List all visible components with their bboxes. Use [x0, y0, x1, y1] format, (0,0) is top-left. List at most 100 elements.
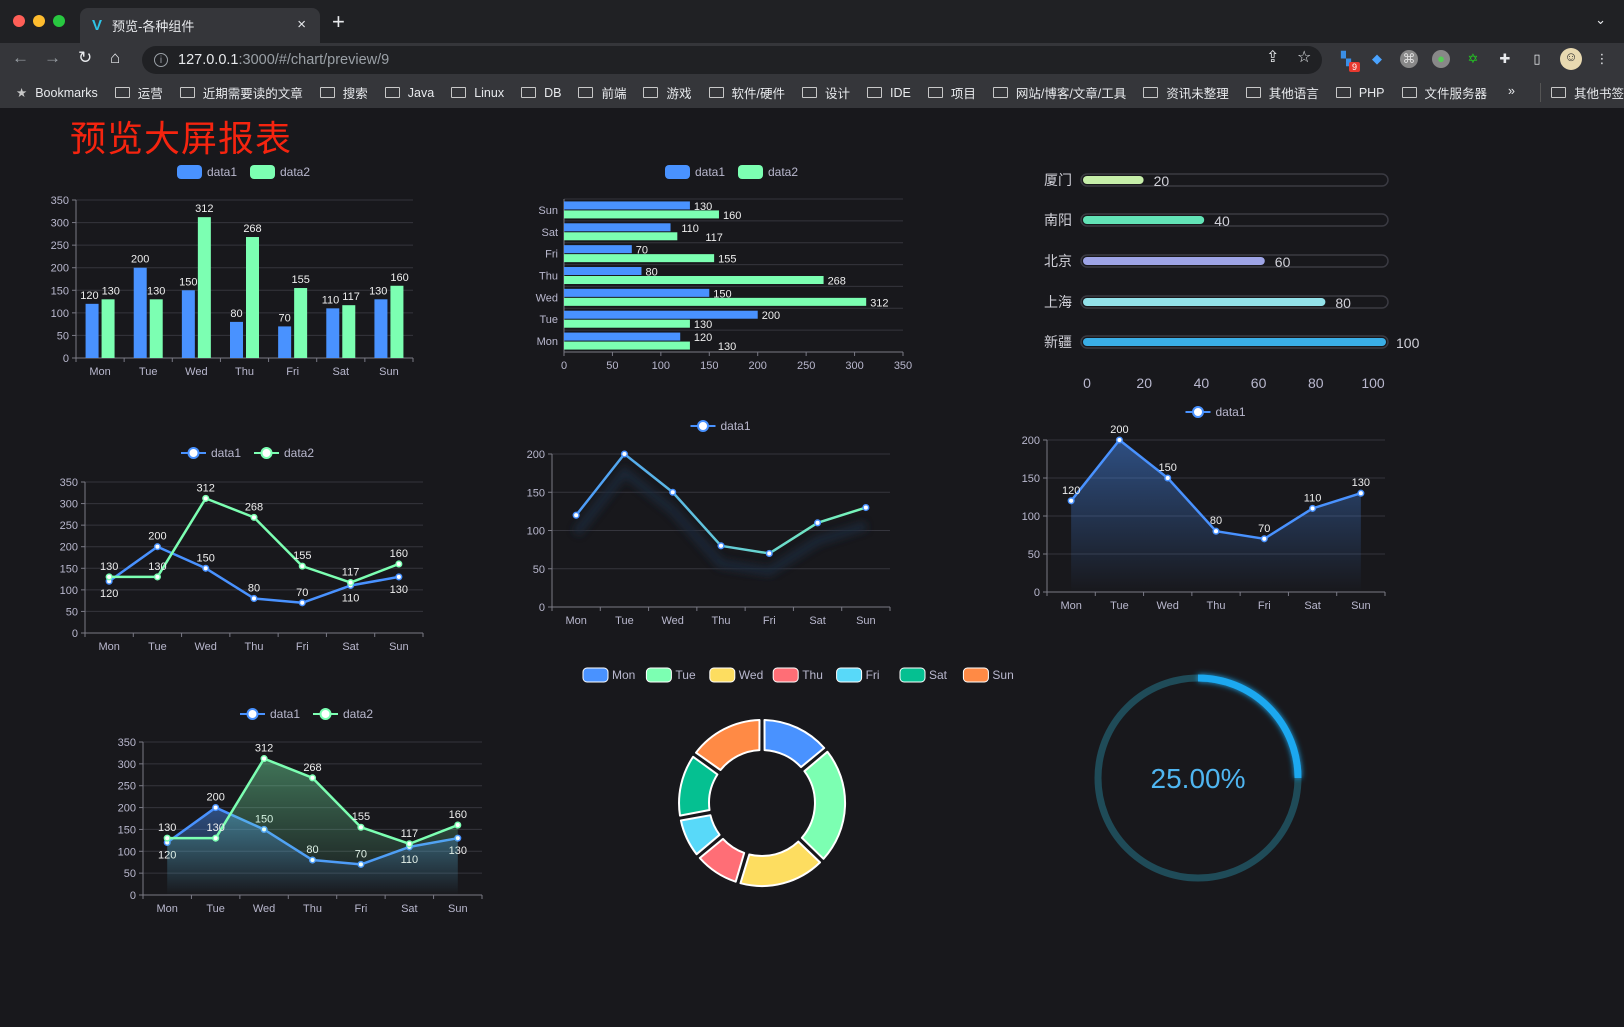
- legend-item-Sun[interactable]: Sun: [962, 667, 1014, 683]
- legend-swatch-icon: [645, 667, 672, 683]
- legend-item-data1[interactable]: data1: [181, 446, 241, 460]
- more-bookmarks-button[interactable]: »: [1508, 84, 1515, 98]
- bookmark-folder[interactable]: DB: [521, 83, 561, 102]
- bookmark-folder[interactable]: Java: [384, 83, 434, 102]
- donut-slice-Wed[interactable]: [739, 840, 821, 888]
- bookmark-folder[interactable]: 搜索: [319, 83, 368, 102]
- extension-star-icon[interactable]: ✡: [1467, 51, 1479, 66]
- progress-value-label: 60: [1275, 254, 1291, 270]
- side-panel-icon[interactable]: ▯: [1533, 51, 1541, 66]
- legend-item-data2[interactable]: data2: [738, 165, 798, 179]
- profile-avatar[interactable]: ☺: [1560, 48, 1582, 70]
- point-value-label: 200: [148, 531, 166, 543]
- donut-slice-Sat[interactable]: [678, 755, 719, 817]
- legend-item-Sat[interactable]: Sat: [899, 667, 948, 683]
- back-arrow-icon[interactable]: ←: [12, 48, 29, 67]
- bookmark-folder[interactable]: 项目: [927, 83, 976, 102]
- legend-swatch-icon: [665, 165, 690, 179]
- y-tick-label: 150: [51, 285, 69, 297]
- bar-value-label: 200: [762, 310, 780, 322]
- forward-arrow-icon[interactable]: →: [44, 48, 61, 67]
- home-icon[interactable]: ⌂: [110, 48, 121, 67]
- legend-marker-icon: [187, 447, 200, 459]
- bookmark-folder[interactable]: 游戏: [643, 83, 692, 102]
- legend-item-data2[interactable]: data2: [250, 165, 310, 179]
- donut-slice-Tue[interactable]: [800, 750, 847, 860]
- other-bookmarks-folder[interactable]: 其他书签: [1540, 83, 1624, 102]
- bookmark-folder[interactable]: 文件服务器: [1401, 83, 1487, 102]
- legend-item-Wed[interactable]: Wed: [709, 667, 763, 683]
- donut-slice-Fri[interactable]: [679, 814, 721, 856]
- bar-value-label: 268: [828, 276, 846, 288]
- bookmarks-button[interactable]: ★ Bookmarks: [16, 85, 98, 101]
- bookmark-star-icon[interactable]: ☆: [1297, 49, 1312, 66]
- bookmark-folder[interactable]: PHP: [1335, 83, 1385, 102]
- extension-diamond-icon[interactable]: ◆: [1372, 51, 1382, 66]
- extension-badge: 9: [1349, 62, 1361, 72]
- y-tick-label: 0: [63, 353, 69, 365]
- bookmark-folder[interactable]: 运营: [114, 83, 163, 102]
- bookmark-label: 项目: [950, 87, 976, 101]
- legend-label: Mon: [612, 668, 635, 682]
- x-tick-label: Sun: [1351, 600, 1371, 612]
- y-tick-label: 200: [51, 263, 69, 275]
- bookmark-folder[interactable]: 近期需要读的文章: [179, 83, 303, 102]
- legend-item-data1[interactable]: data1: [665, 165, 725, 179]
- reload-icon[interactable]: ↻: [78, 48, 93, 67]
- donut-slice-Thu[interactable]: [698, 837, 746, 883]
- address-bar[interactable]: i 127.0.0.1:3000/#/chart/preview/9: [142, 46, 1322, 74]
- site-info-icon[interactable]: i: [154, 53, 168, 67]
- bookmark-folder[interactable]: Linux: [451, 83, 504, 102]
- tab-search-chevron-icon[interactable]: ⌄: [1595, 12, 1606, 27]
- legend-item-Tue[interactable]: Tue: [645, 667, 696, 683]
- donut-slice-Mon[interactable]: [763, 719, 826, 769]
- bookmark-folder[interactable]: 软件/硬件: [708, 83, 785, 102]
- new-tab-button[interactable]: +: [332, 9, 345, 34]
- extension-grid-icon[interactable]: ▚: [1341, 51, 1351, 66]
- y-tick-label: 150: [118, 824, 136, 836]
- point-value-label: 80: [248, 582, 260, 594]
- x-tick-label: Tue: [139, 366, 158, 378]
- folder-icon: [1335, 87, 1351, 98]
- legend-item-Fri[interactable]: Fri: [836, 667, 880, 683]
- extension-command-icon[interactable]: ⌘: [1400, 50, 1418, 68]
- bookmark-label: 软件/硬件: [731, 87, 785, 101]
- bookmark-folder[interactable]: 前端: [578, 83, 626, 102]
- bookmark-folder[interactable]: 其他语言: [1245, 83, 1319, 102]
- menu-kebab-icon[interactable]: ⋮: [1595, 51, 1609, 66]
- x-tick-label: Fri: [763, 615, 776, 627]
- extensions-puzzle-icon[interactable]: ✚: [1499, 51, 1511, 66]
- bookmark-folder[interactable]: IDE: [867, 83, 911, 102]
- point-value-label: 120: [1062, 485, 1080, 497]
- legend-item-Thu[interactable]: Thu: [772, 667, 823, 683]
- donut-slice-Sun[interactable]: [695, 719, 761, 771]
- bookmark-label: 游戏: [666, 87, 692, 101]
- close-window-button[interactable]: [13, 15, 25, 27]
- legend-item-data1[interactable]: data1: [240, 707, 300, 721]
- tab-close-icon[interactable]: ×: [297, 16, 306, 33]
- legend-item-data1[interactable]: data1: [1185, 405, 1246, 419]
- maximize-window-button[interactable]: [53, 15, 65, 27]
- y-tick-label: 100: [60, 585, 78, 597]
- bookmark-folder[interactable]: 网站/博客/文章/工具: [992, 83, 1126, 102]
- y-tick-label: 250: [60, 520, 78, 532]
- y-tick-label: 200: [1022, 435, 1040, 447]
- point-value-label: 155: [352, 811, 370, 823]
- browser-tab[interactable]: V 预览-各种组件 ×: [80, 8, 320, 43]
- legend-item-data2[interactable]: data2: [254, 446, 314, 460]
- legend-item-data2[interactable]: data2: [313, 707, 373, 721]
- legend-marker-icon: [319, 708, 332, 720]
- page-title: 预览大屏报表: [70, 118, 293, 159]
- point-value-label: 130: [390, 584, 408, 596]
- bar-data1: [564, 201, 690, 210]
- legend-item-data1[interactable]: data1: [177, 165, 237, 179]
- legend-item-data1[interactable]: data1: [690, 419, 751, 433]
- legend-item-Mon[interactable]: Mon: [582, 667, 635, 683]
- minimize-window-button[interactable]: [33, 15, 45, 27]
- share-icon[interactable]: ⇪: [1266, 49, 1280, 66]
- bookmark-folder[interactable]: 资讯未整理: [1143, 83, 1229, 102]
- legend-swatch-icon: [836, 667, 863, 683]
- x-tick-label: 300: [845, 360, 863, 372]
- bookmark-folder[interactable]: 设计: [801, 83, 850, 102]
- extension-circle-icon[interactable]: ●: [1432, 50, 1450, 68]
